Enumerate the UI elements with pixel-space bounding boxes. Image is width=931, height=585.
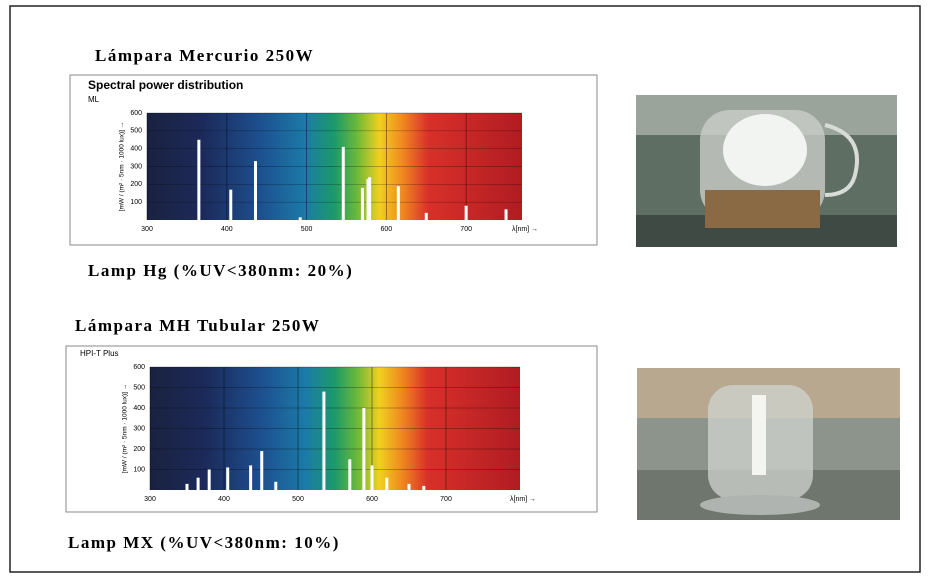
spectral-line (249, 465, 253, 490)
x-tick-label: 500 (301, 226, 313, 233)
spectral-line (274, 481, 278, 490)
lamp-photo (637, 368, 900, 520)
x-tick-label: 600 (366, 496, 378, 503)
x-tick-label: 700 (440, 496, 452, 503)
x-tick-label: 400 (218, 496, 230, 503)
spectral-line (229, 189, 233, 220)
y-tick-label: 600 (133, 364, 145, 371)
y-tick-label: 200 (133, 446, 145, 453)
x-axis-label: λ[nm] → (510, 496, 536, 503)
spectral-line (348, 459, 352, 490)
spectral-line (207, 469, 211, 490)
section-caption: Lamp MX (%UV<380nm: 10%) (68, 533, 340, 552)
x-tick-label: 300 (141, 226, 153, 233)
section-heading: Lámpara MH Tubular 250W (75, 316, 320, 335)
spectrum-background (150, 367, 520, 490)
x-tick-label: 700 (460, 226, 472, 233)
spectral-line (396, 186, 400, 220)
y-tick-label: 500 (130, 128, 142, 135)
spectral-line (504, 209, 508, 220)
y-tick-label: 500 (133, 384, 145, 391)
spectral-line (370, 465, 374, 490)
spectral-line (298, 217, 302, 220)
spectral-line (197, 139, 201, 220)
x-tick-label: 500 (292, 496, 304, 503)
y-tick-label: 300 (133, 425, 145, 432)
x-tick-label: 400 (221, 226, 233, 233)
spectral-line (226, 467, 230, 490)
y-tick-label: 100 (133, 466, 145, 473)
spectrum-chart: HPI-T Plus 100 200 300 400 500 600 300 400 500 600… (65, 345, 598, 513)
y-axis-label: [mW / (m² · 5nm · 1000 lux)] → (119, 122, 126, 212)
spectral-line (341, 146, 345, 220)
spectral-line (185, 483, 189, 490)
y-tick-label: 200 (130, 181, 142, 188)
spectral-line (368, 177, 372, 220)
section-caption: Lamp Hg (%UV<380nm: 20%) (88, 261, 353, 280)
spectrum-background (147, 113, 522, 220)
y-tick-label: 100 (130, 199, 142, 206)
x-tick-label: 300 (144, 496, 156, 503)
spectral-line (366, 178, 370, 220)
spectral-line (464, 205, 468, 220)
spectral-line (260, 451, 264, 490)
spectral-line (424, 212, 428, 220)
spectral-line (422, 485, 426, 490)
spectral-line (362, 408, 366, 490)
spectrum-chart: Spectral power distribution ML 100 200 300 40… (69, 74, 598, 246)
section-heading: Lámpara Mercurio 250W (95, 46, 314, 65)
chart-title: HPI-T Plus (80, 349, 119, 358)
spectral-line (360, 187, 364, 220)
slide-border (9, 5, 921, 573)
lamp-photo (636, 95, 897, 247)
y-tick-label: 300 (130, 163, 142, 170)
spectral-line (322, 391, 326, 490)
x-tick-label: 600 (381, 226, 393, 233)
chart-subtitle: ML (88, 95, 100, 104)
spectral-line (254, 161, 258, 220)
spectral-line (196, 477, 200, 490)
spectral-line (385, 477, 389, 490)
y-tick-label: 600 (130, 110, 142, 117)
spectral-line (407, 483, 411, 490)
x-axis-label: λ[nm] → (512, 226, 538, 233)
chart-title: Spectral power distribution (88, 78, 243, 92)
y-tick-label: 400 (133, 405, 145, 412)
y-tick-label: 400 (130, 146, 142, 153)
y-axis-label: [mW / (m² · 5nm · 1000 lux)] → (122, 384, 129, 474)
